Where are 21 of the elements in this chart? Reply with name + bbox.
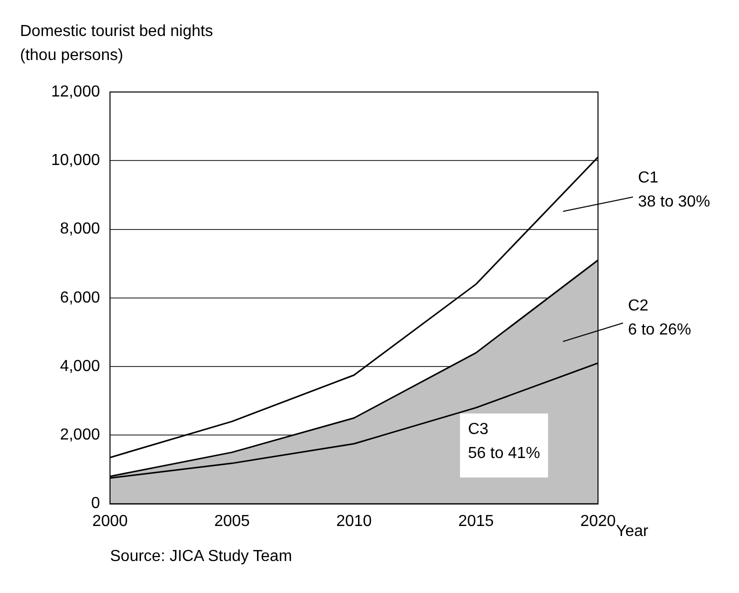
x-tick-label: 2015	[458, 512, 494, 530]
source-note: Source: JICA Study Team	[110, 548, 292, 566]
x-tick-label: 2010	[336, 512, 372, 530]
x-axis-title: Year	[616, 523, 649, 540]
y-axis-title: Domestic tourist bed nights (thou persons)	[20, 22, 213, 66]
x-tick-label: 2000	[92, 512, 128, 530]
y-tick-label: 4,000	[60, 358, 100, 375]
text: 38 to 30%	[638, 194, 710, 211]
x-tick-label: 2020	[580, 512, 616, 530]
series-label: C3	[468, 420, 489, 438]
text: 6 to 26%	[628, 321, 692, 338]
annotation: 56 to 41%	[468, 444, 540, 462]
series-label: C2	[628, 297, 649, 314]
y-tick-label: 2,000	[60, 426, 100, 444]
y-tick-label: 0	[91, 495, 100, 512]
y-tick-label: 12,000	[51, 83, 100, 100]
text: C1	[638, 170, 659, 187]
y-tick-label: 10,000	[51, 152, 100, 170]
y-tick-label: 8,000	[60, 220, 100, 238]
x-tick-label: 2005	[214, 512, 250, 530]
y-tick-label: 6,000	[60, 289, 100, 306]
